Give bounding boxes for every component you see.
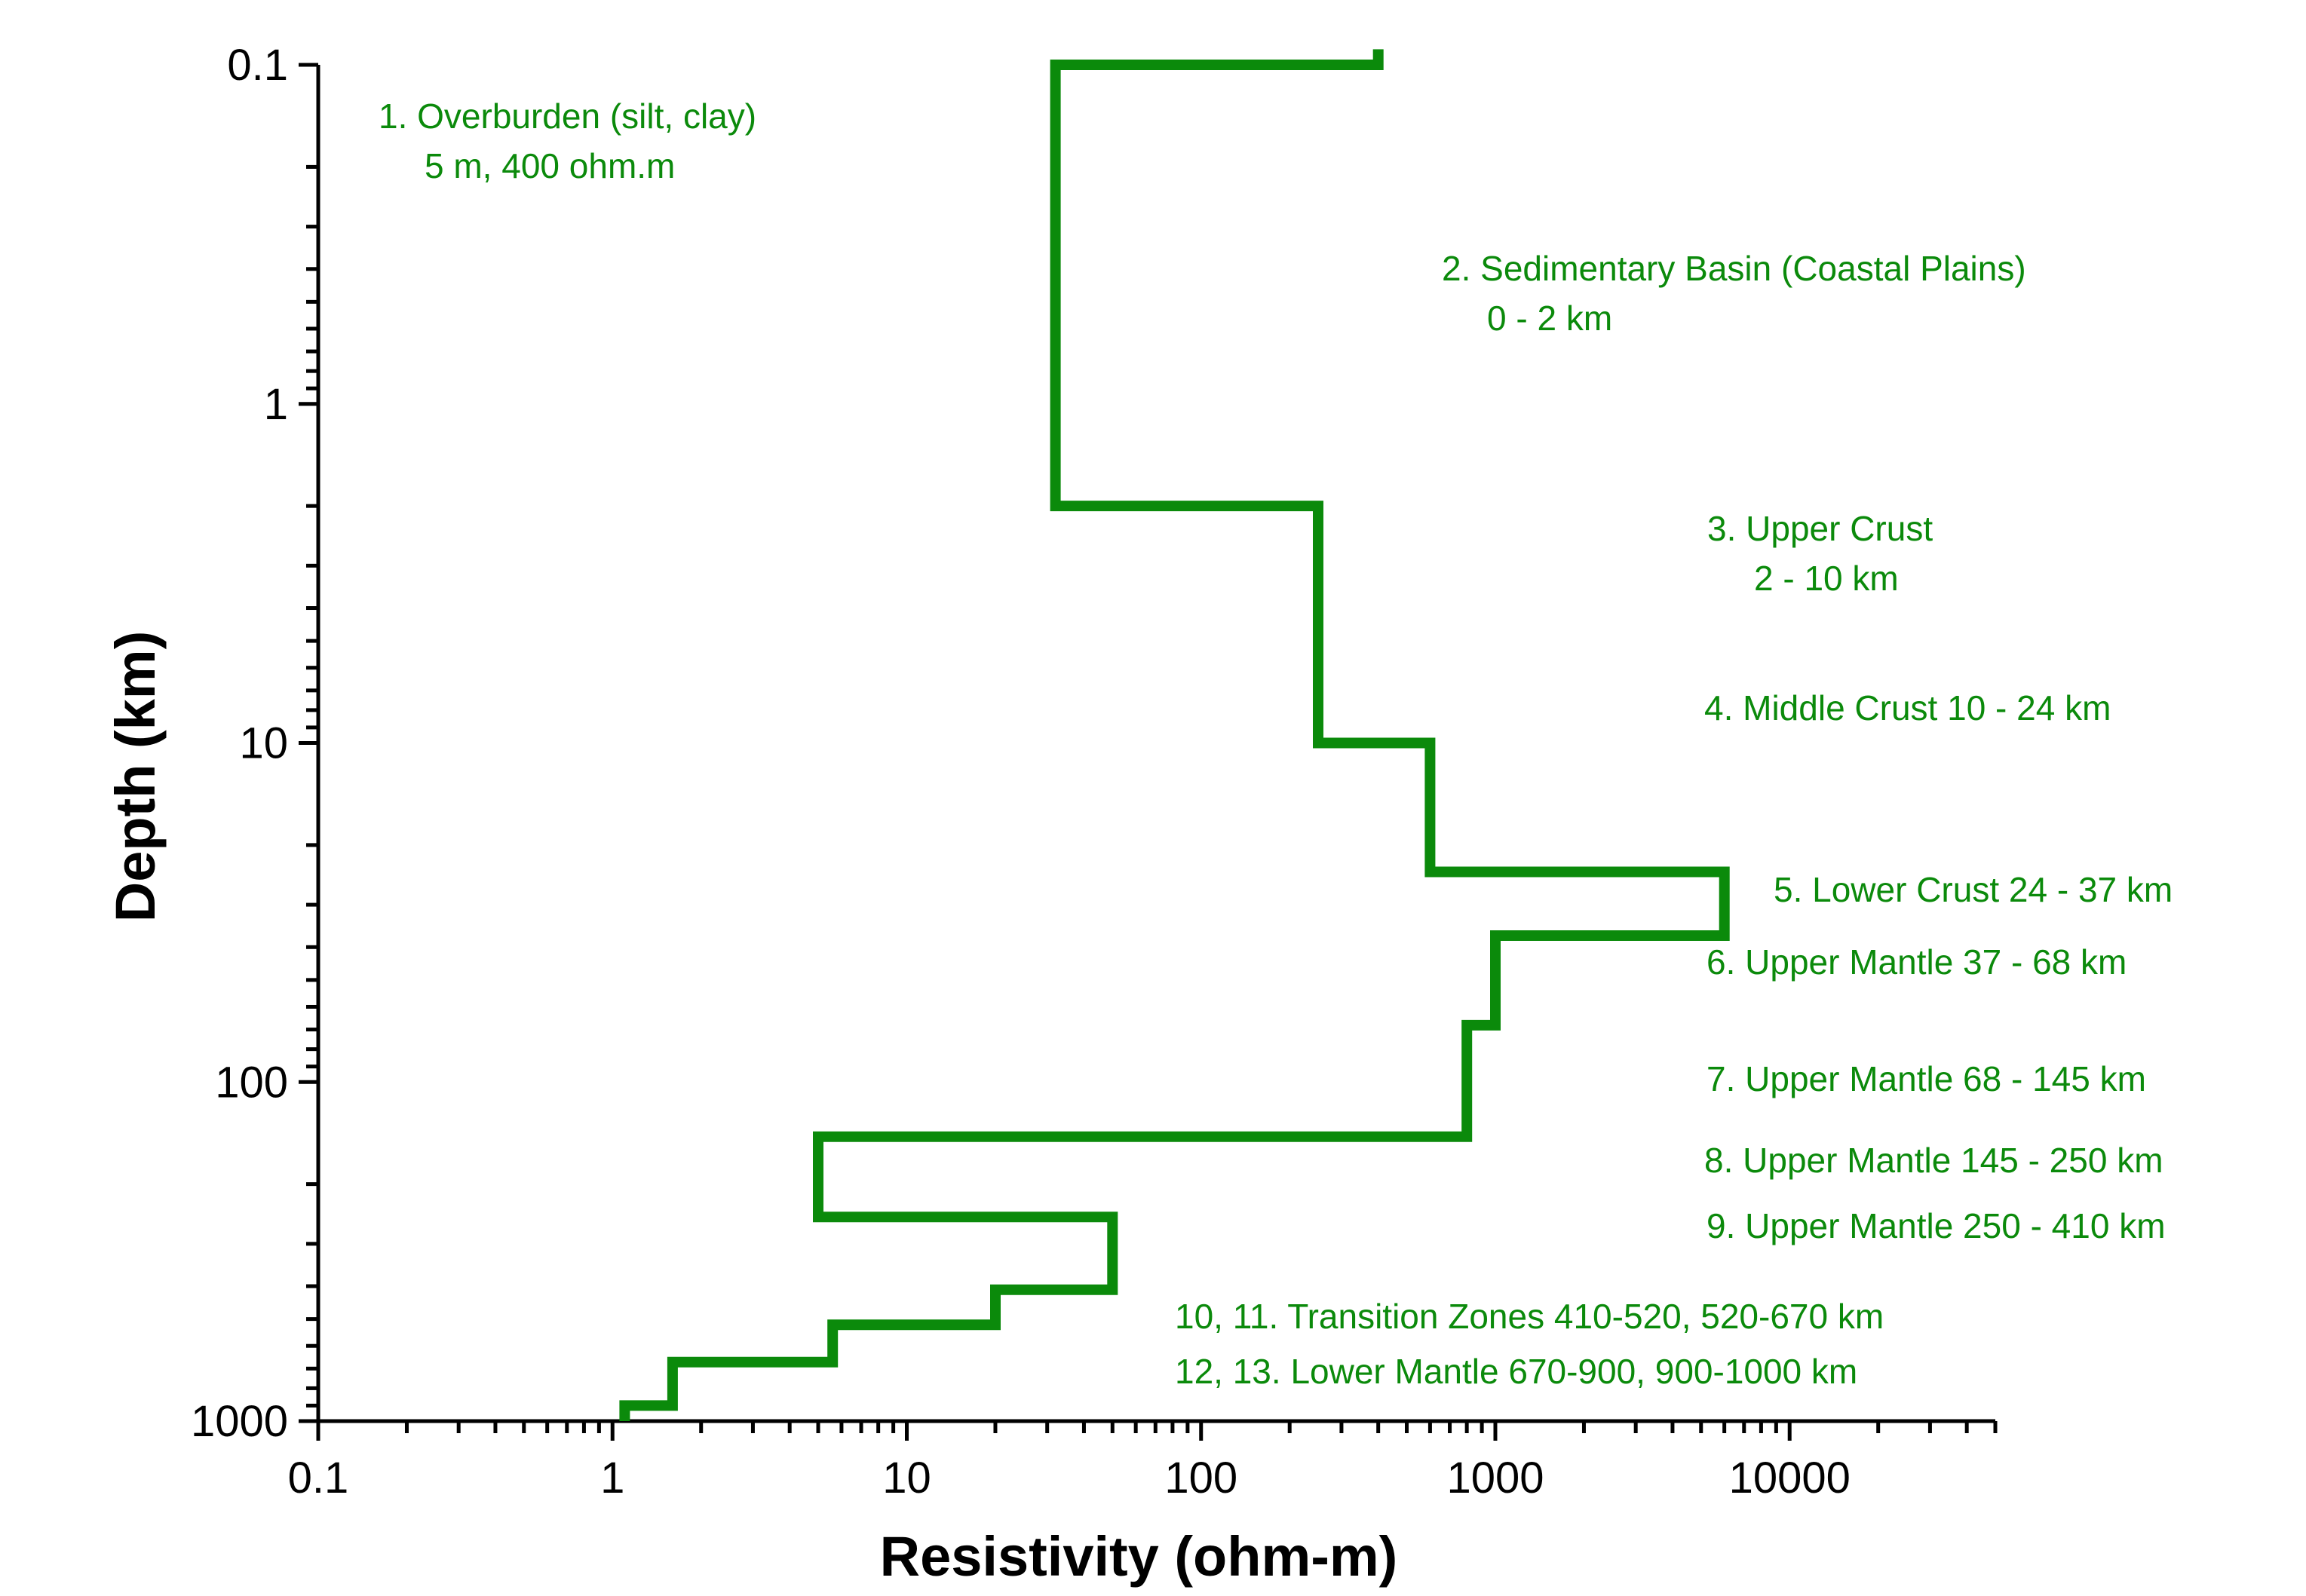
y-tick-label: 0.1	[227, 41, 288, 90]
ticks	[299, 63, 1998, 1441]
resistivity-profile-line	[619, 49, 1730, 1421]
x-tick-label: 10	[882, 1454, 931, 1503]
y-tick-label: 1000	[191, 1397, 288, 1446]
layer-annotation-4: 4. Middle Crust 10 - 24 km	[1704, 688, 2111, 728]
layer-annotation-10: 10, 11. Transition Zones 410-520, 520-67…	[1175, 1297, 1884, 1336]
x-tick-label: 10000	[1729, 1454, 1851, 1503]
x-tick-label: 1	[600, 1454, 624, 1503]
x-tick-label: 0.1	[288, 1454, 349, 1503]
y-tick-label: 10	[239, 719, 288, 768]
layer-annotation-3: 3. Upper Crust	[1707, 509, 1933, 548]
layer-annotation-7: 7. Upper Mantle 68 - 145 km	[1707, 1059, 2146, 1098]
x-tick-label: 1000	[1446, 1454, 1544, 1503]
y-axis-title: Depth (km)	[104, 631, 167, 922]
layer-annotation-11: 12, 13. Lower Mantle 670-900, 900-1000 k…	[1175, 1352, 1857, 1391]
layer-annotation-9: 9. Upper Mantle 250 - 410 km	[1707, 1206, 2166, 1245]
layer-annotation-1: 1. Overburden (silt, clay)	[379, 96, 756, 136]
x-axis-title: Resistivity (ohm-m)	[880, 1525, 1398, 1588]
x-tick-label: 100	[1164, 1454, 1237, 1503]
layer-annotation-3-detail: 2 - 10 km	[1754, 559, 1899, 598]
layer-annotation-2-detail: 0 - 2 km	[1487, 299, 1612, 338]
layer-annotation-8: 8. Upper Mantle 145 - 250 km	[1704, 1141, 2163, 1180]
y-tick-label: 1	[264, 380, 288, 429]
layer-annotation-5: 5. Lower Crust 24 - 37 km	[1774, 870, 2173, 909]
layer-annotation-2: 2. Sedimentary Basin (Coastal Plains)	[1442, 249, 2026, 288]
y-tick-label: 100	[215, 1058, 288, 1107]
layer-annotations: 1. Overburden (silt, clay) 5 m, 400 ohm.m…	[379, 96, 2173, 1391]
layer-annotation-1-detail: 5 m, 400 ohm.m	[425, 146, 675, 185]
layer-annotation-6: 6. Upper Mantle 37 - 68 km	[1707, 942, 2127, 982]
